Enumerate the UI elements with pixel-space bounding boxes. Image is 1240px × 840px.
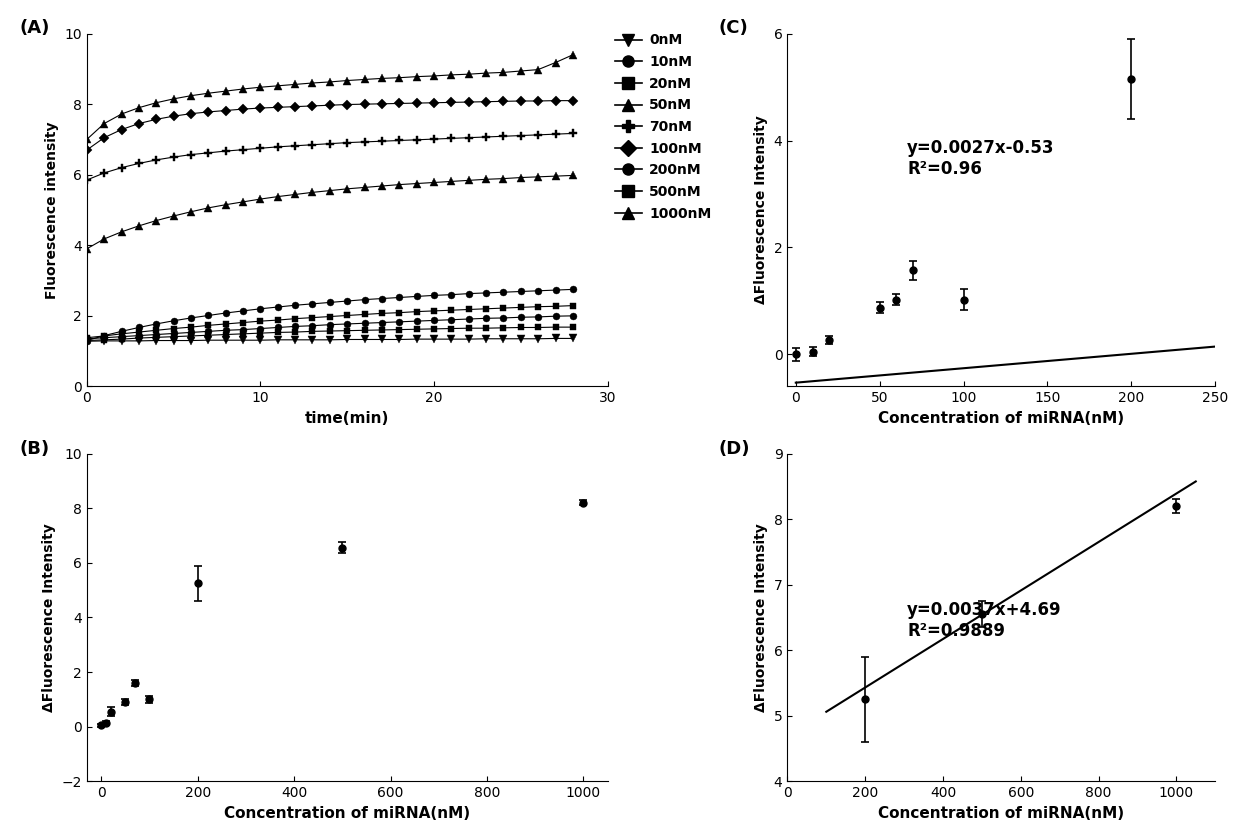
X-axis label: time(min): time(min)	[305, 411, 389, 426]
Y-axis label: Fluorescence intensity: Fluorescence intensity	[45, 121, 58, 299]
Y-axis label: ΔFluorescence Intensity: ΔFluorescence Intensity	[754, 116, 768, 304]
Text: (D): (D)	[719, 440, 750, 459]
Legend: 0nM, 10nM, 20nM, 50nM, 70nM, 100nM, 200nM, 500nM, 1000nM: 0nM, 10nM, 20nM, 50nM, 70nM, 100nM, 200n…	[615, 34, 712, 221]
Y-axis label: ΔFluorescence Intensity: ΔFluorescence Intensity	[42, 523, 56, 711]
X-axis label: Concentration of miRNA(nM): Concentration of miRNA(nM)	[878, 411, 1125, 426]
Text: (C): (C)	[719, 19, 749, 38]
Text: (A): (A)	[19, 19, 50, 38]
Text: (B): (B)	[19, 440, 50, 459]
X-axis label: Concentration of miRNA(nM): Concentration of miRNA(nM)	[224, 806, 470, 821]
Text: y=0.0027x-0.53
R²=0.96: y=0.0027x-0.53 R²=0.96	[908, 139, 1055, 178]
Text: y=0.0037x+4.69
R²=0.9889: y=0.0037x+4.69 R²=0.9889	[908, 601, 1061, 640]
Y-axis label: ΔFluorescence Intensity: ΔFluorescence Intensity	[754, 523, 768, 711]
X-axis label: Concentration of miRNA(nM): Concentration of miRNA(nM)	[878, 806, 1125, 821]
